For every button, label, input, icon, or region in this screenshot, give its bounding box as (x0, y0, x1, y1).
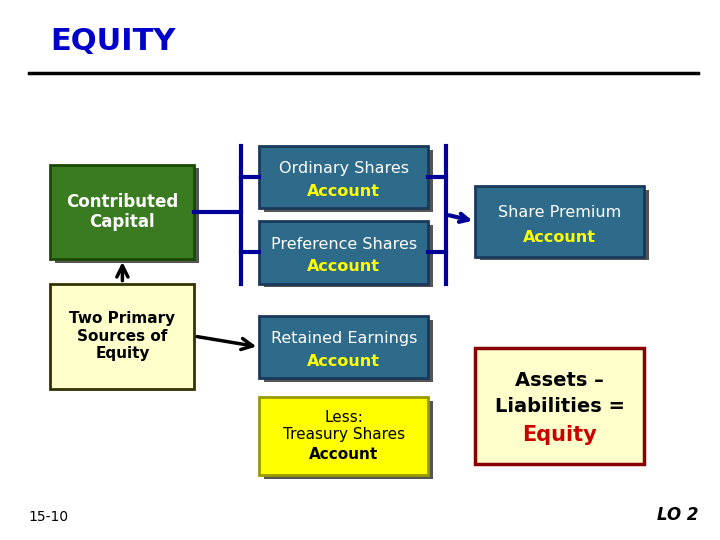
FancyBboxPatch shape (259, 221, 428, 284)
FancyBboxPatch shape (480, 190, 649, 260)
FancyBboxPatch shape (264, 401, 433, 479)
Text: Account: Account (307, 184, 380, 199)
Text: Liabilities =: Liabilities = (495, 397, 625, 416)
Text: Two Primary
Sources of
Equity: Two Primary Sources of Equity (69, 311, 176, 361)
Text: EQUITY: EQUITY (50, 27, 176, 56)
Text: Preference Shares: Preference Shares (271, 237, 417, 252)
Text: Account: Account (309, 447, 379, 462)
Text: Retained Earnings: Retained Earnings (271, 332, 417, 346)
FancyBboxPatch shape (264, 320, 433, 382)
Text: Account: Account (307, 354, 380, 369)
FancyBboxPatch shape (50, 284, 194, 389)
FancyBboxPatch shape (475, 186, 644, 256)
Text: Less:
Treasury Shares: Less: Treasury Shares (283, 410, 405, 442)
FancyBboxPatch shape (50, 165, 194, 259)
Text: LO 2: LO 2 (657, 506, 698, 524)
Text: Ordinary Shares: Ordinary Shares (279, 161, 409, 176)
FancyBboxPatch shape (259, 316, 428, 378)
FancyBboxPatch shape (264, 225, 433, 287)
FancyBboxPatch shape (55, 168, 199, 263)
Text: Equity: Equity (523, 426, 597, 446)
FancyBboxPatch shape (259, 146, 428, 208)
Text: Account: Account (307, 259, 380, 274)
Text: 15-10: 15-10 (29, 510, 69, 524)
FancyBboxPatch shape (475, 348, 644, 464)
Text: Share Premium: Share Premium (498, 205, 621, 220)
Text: Contributed
Capital: Contributed Capital (66, 193, 179, 231)
FancyBboxPatch shape (259, 397, 428, 475)
Text: Account: Account (523, 230, 596, 245)
Text: Assets –: Assets – (516, 372, 604, 390)
FancyBboxPatch shape (264, 150, 433, 212)
